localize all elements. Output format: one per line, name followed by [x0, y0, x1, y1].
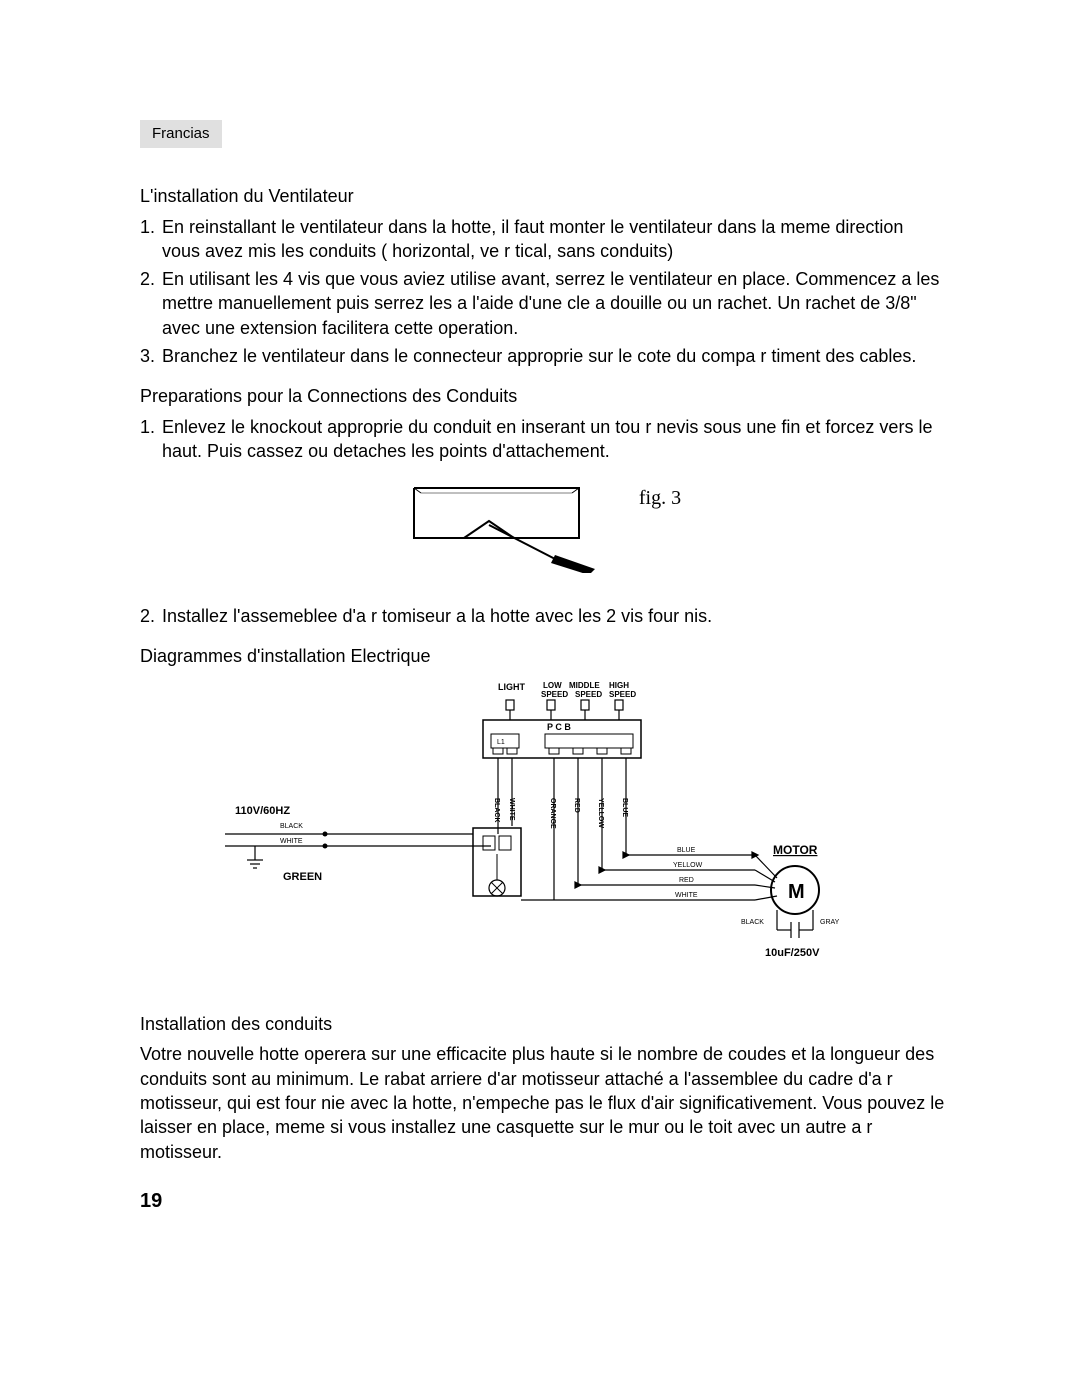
section2-list: 1. Enlevez le knockout approprie du cond… [140, 415, 950, 464]
list-item: 2. En utilisant les 4 vis que vous aviez… [140, 267, 950, 340]
list-number: 3. [140, 344, 162, 368]
label-l1: L1 [497, 739, 505, 746]
label-speed2: SPEED [575, 690, 602, 699]
list-item: 1. En reinstallant le ventilateur dans l… [140, 215, 950, 264]
label-m: M [788, 881, 805, 903]
figure-3-container: fig. 3 [140, 483, 950, 579]
label-power: 110V/60HZ [235, 805, 290, 817]
language-tag: Francias [140, 120, 222, 148]
label-black-cap: BLACK [741, 919, 764, 926]
label-white-h2: WHITE [675, 892, 698, 899]
label-motor: MOTOR [773, 843, 818, 857]
label-white-h: WHITE [280, 838, 303, 845]
section1-list: 1. En reinstallant le ventilateur dans l… [140, 215, 950, 369]
section3-title: Diagrammes d'installation Electrique [140, 644, 950, 668]
label-red-v: RED [573, 798, 580, 813]
label-middle: MIDDLE [569, 681, 600, 690]
label-yellow-h: YELLOW [673, 862, 703, 869]
list-item: 2. Installez l'assemeblee d'a r tomiseur… [140, 604, 950, 628]
label-green: GREEN [283, 871, 322, 883]
document-page: Francias L'installation du Ventilateur 1… [0, 0, 1080, 1397]
list-number: 1. [140, 215, 162, 264]
label-blue-v: BLUE [621, 798, 628, 817]
label-yellow-v: YELLOW [597, 798, 604, 828]
label-black-h: BLACK [280, 823, 303, 830]
label-light: LIGHT [498, 682, 525, 692]
section4-title: Installation des conduits [140, 1012, 950, 1036]
list-text: En utilisant les 4 vis que vous aviez ut… [162, 267, 950, 340]
list-text: En reinstallant le ventilateur dans la h… [162, 215, 950, 264]
list-text: Branchez le ventilateur dans le connecte… [162, 344, 950, 368]
section1-title: L'installation du Ventilateur [140, 184, 950, 208]
label-cap: 10uF/250V [765, 947, 820, 959]
list-item: 3. Branchez le ventilateur dans le conne… [140, 344, 950, 368]
list-number: 2. [140, 604, 162, 628]
list-text: Installez l'assemeblee d'a r tomiseur a … [162, 604, 950, 628]
label-white-v: WHITE [508, 798, 515, 821]
label-low: LOW [543, 681, 562, 690]
label-gray: GRAY [820, 919, 840, 926]
figure-3-label: fig. 3 [639, 485, 681, 512]
page-number: 19 [140, 1188, 950, 1215]
wiring-diagram: LIGHT LOW MIDDLE HIGH SPEED SPEED SPEED … [225, 678, 865, 988]
list-number: 2. [140, 267, 162, 340]
section4-body: Votre nouvelle hotte operera sur une eff… [140, 1042, 950, 1163]
label-high: HIGH [609, 681, 629, 690]
label-pcb: P C B [547, 722, 571, 732]
section2-title: Preparations pour la Connections des Con… [140, 384, 950, 408]
section2-list-cont: 2. Installez l'assemeblee d'a r tomiseur… [140, 604, 950, 628]
label-red-h: RED [679, 877, 694, 884]
label-speed3: SPEED [609, 690, 636, 699]
label-speed1: SPEED [541, 690, 568, 699]
list-text: Enlevez le knockout approprie du conduit… [162, 415, 950, 464]
label-orange-v: ORANGE [549, 798, 556, 829]
list-number: 1. [140, 415, 162, 464]
label-blue-h: BLUE [677, 847, 696, 854]
label-black-v: BLACK [493, 798, 500, 823]
list-item: 1. Enlevez le knockout approprie du cond… [140, 415, 950, 464]
figure-3-diagram [409, 483, 599, 573]
